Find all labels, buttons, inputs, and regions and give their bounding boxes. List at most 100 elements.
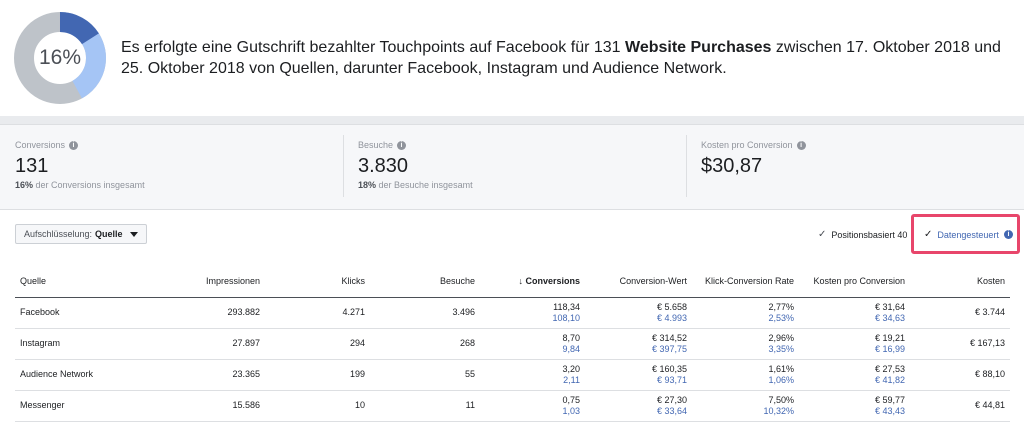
- cell-clicks: 294: [265, 328, 370, 360]
- metric-separator: [343, 135, 344, 197]
- metrics-bar: Conversions i 131 16% der Conversions ins…: [0, 124, 1024, 210]
- cell-conversion-value: € 160,35 € 93,71: [585, 359, 692, 391]
- cell-compare-value: € 34,63: [874, 312, 905, 323]
- cell-value: € 27,53: [874, 363, 905, 374]
- table-row: Audience Network 23.365 199 55 3,20 2,11 …: [15, 359, 1010, 391]
- cell-value: 2,77%: [768, 301, 794, 312]
- cell-compare-value: € 33,64: [656, 405, 687, 416]
- cell-click-conversion-rate: 1,61% 1,06%: [692, 359, 799, 391]
- metric-label-text: Besuche: [358, 140, 394, 150]
- cell-compare-value: 2,53%: [768, 312, 794, 323]
- donut-chart: [14, 12, 106, 104]
- metric-label: Kosten pro Conversion i: [701, 139, 806, 151]
- metric-label-text: Conversions: [15, 140, 66, 150]
- cell-click-conversion-rate: 2,77% 2,53%: [692, 297, 799, 329]
- info-icon[interactable]: i: [69, 140, 79, 150]
- checkmark-icon: ✓: [818, 229, 827, 240]
- cell-value: € 314,52: [651, 332, 687, 343]
- cell-conversion-value: € 5.658 € 4.993: [585, 297, 692, 329]
- cell-compare-value: € 397,75: [651, 343, 687, 354]
- cell-value: 0,75: [562, 394, 580, 405]
- column-header-cost-per-conversion[interactable]: Kosten pro Conversion: [799, 266, 910, 298]
- attribution-option-label: Datengesteuert: [937, 229, 999, 240]
- cell-compare-value: 9,84: [562, 343, 580, 354]
- breakdown-dropdown[interactable]: Aufschlüsselung: Quelle: [15, 224, 147, 244]
- metric-subtext: 18% der Besuche insgesamt: [358, 180, 473, 190]
- cell-impressions: 15.586: [155, 390, 265, 422]
- cell-compare-value: € 41,82: [874, 374, 905, 385]
- column-header-click-conversion-rate[interactable]: Klick-Conversion Rate: [692, 266, 799, 298]
- cell-impressions: 27.897: [155, 328, 265, 360]
- cell-conversions: 3,20 2,11: [480, 359, 585, 391]
- cell-compare-value: 2,11: [563, 374, 580, 385]
- attribution-table: Quelle Impressionen Klicks Besuche ↓ Con…: [15, 266, 1010, 422]
- table-header-row: Quelle Impressionen Klicks Besuche ↓ Con…: [15, 266, 1010, 298]
- summary-text: Es erfolgte eine Gutschrift bezahlter To…: [121, 37, 1011, 79]
- cell-visits: 3.496: [370, 297, 480, 329]
- column-header-visits[interactable]: Besuche: [370, 266, 480, 298]
- cell-value: € 5.658: [656, 301, 687, 312]
- summary-text-part: Es erfolgte eine Gutschrift bezahlter To…: [121, 39, 625, 56]
- cell-value: € 59,77: [874, 394, 905, 405]
- metric-sub-percent: 16%: [15, 180, 34, 190]
- cell-value: 7,50%: [768, 394, 794, 405]
- column-header-conversion-value[interactable]: Conversion-Wert: [585, 266, 692, 298]
- cell-compare-value: 1,03: [562, 405, 580, 416]
- column-header-conversions[interactable]: ↓ Conversions: [480, 266, 585, 298]
- metric-label-text: Kosten pro Conversion: [701, 140, 793, 150]
- cell-cost-per-conversion: € 27,53 € 41,82: [799, 359, 910, 391]
- cell-compare-value: € 43,43: [874, 405, 905, 416]
- cell-value: € 19,21: [874, 332, 905, 343]
- cell-value: 1,61%: [768, 363, 794, 374]
- table-row: Messenger 15.586 10 11 0,75 1,03 € 27,30 €…: [15, 390, 1010, 422]
- summary-section: 16% Es erfolgte eine Gutschrift bezahlte…: [0, 0, 1024, 116]
- attribution-option-position-based[interactable]: ✓ Positionsbasiert 40: [818, 229, 907, 240]
- column-header-source[interactable]: Quelle: [15, 266, 155, 298]
- column-header-clicks[interactable]: Klicks: [265, 266, 370, 298]
- cell-source: Messenger: [15, 390, 155, 422]
- cell-compare-value: 10,32%: [763, 405, 794, 416]
- cell-cost-per-conversion: € 19,21 € 16,99: [799, 328, 910, 360]
- cell-cost: € 44,81: [910, 390, 1010, 422]
- cell-impressions: 23.365: [155, 359, 265, 391]
- summary-conversion-event: Website Purchases: [625, 39, 772, 56]
- cell-compare-value: 108,10: [552, 312, 580, 323]
- cell-click-conversion-rate: 7,50% 10,32%: [692, 390, 799, 422]
- info-icon[interactable]: i: [397, 140, 407, 150]
- breakdown-value: Quelle: [95, 229, 123, 239]
- cell-click-conversion-rate: 2,96% 3,35%: [692, 328, 799, 360]
- metric-visits: Besuche i 3.830 18% der Besuche insgesamt: [358, 139, 473, 199]
- metric-subtext: 16% der Conversions insgesamt: [15, 180, 145, 190]
- donut-primary-segment: [14, 12, 106, 104]
- cell-impressions: 293.882: [155, 297, 265, 329]
- metric-value: 131: [15, 155, 49, 177]
- metric-label: Conversions i: [15, 139, 145, 151]
- info-icon[interactable]: i: [796, 140, 806, 150]
- column-header-cost[interactable]: Kosten: [910, 266, 1010, 298]
- cell-value: € 160,35: [651, 363, 687, 374]
- cell-conversions: 0,75 1,03: [480, 390, 585, 422]
- table-row: Instagram 27.897 294 268 8,70 9,84 € 314,…: [15, 328, 1010, 360]
- cell-conversion-value: € 314,52 € 397,75: [585, 328, 692, 360]
- cell-cost: € 88,10: [910, 359, 1010, 391]
- metric-value: 3.830: [358, 155, 409, 177]
- cell-compare-value: € 4.993: [656, 312, 687, 323]
- cell-compare-value: 3,35%: [768, 343, 794, 354]
- cell-value: € 27,30: [656, 394, 687, 405]
- cell-clicks: 10: [265, 390, 370, 422]
- metric-sub-percent: 18%: [358, 180, 377, 190]
- section-divider: [0, 116, 1024, 124]
- info-icon[interactable]: i: [1003, 230, 1013, 239]
- metric-sub-label: der Conversions insgesamt: [33, 180, 145, 190]
- breakdown-label: Aufschlüsselung:: [24, 229, 93, 239]
- attribution-option-label: Positionsbasiert 40: [831, 229, 908, 240]
- cell-visits: 11: [370, 390, 480, 422]
- cell-value: 8,70: [562, 332, 580, 343]
- cell-source: Facebook: [15, 297, 155, 329]
- donut-percent-label: 16%: [38, 46, 82, 69]
- column-header-impressions[interactable]: Impressionen: [155, 266, 265, 298]
- cell-visits: 55: [370, 359, 480, 391]
- table-row: Facebook 293.882 4.271 3.496 118,34 108,1…: [15, 297, 1010, 329]
- attribution-option-data-driven[interactable]: ✓ Datengesteuert i: [924, 229, 1013, 240]
- metric-value: $30,87: [701, 155, 763, 177]
